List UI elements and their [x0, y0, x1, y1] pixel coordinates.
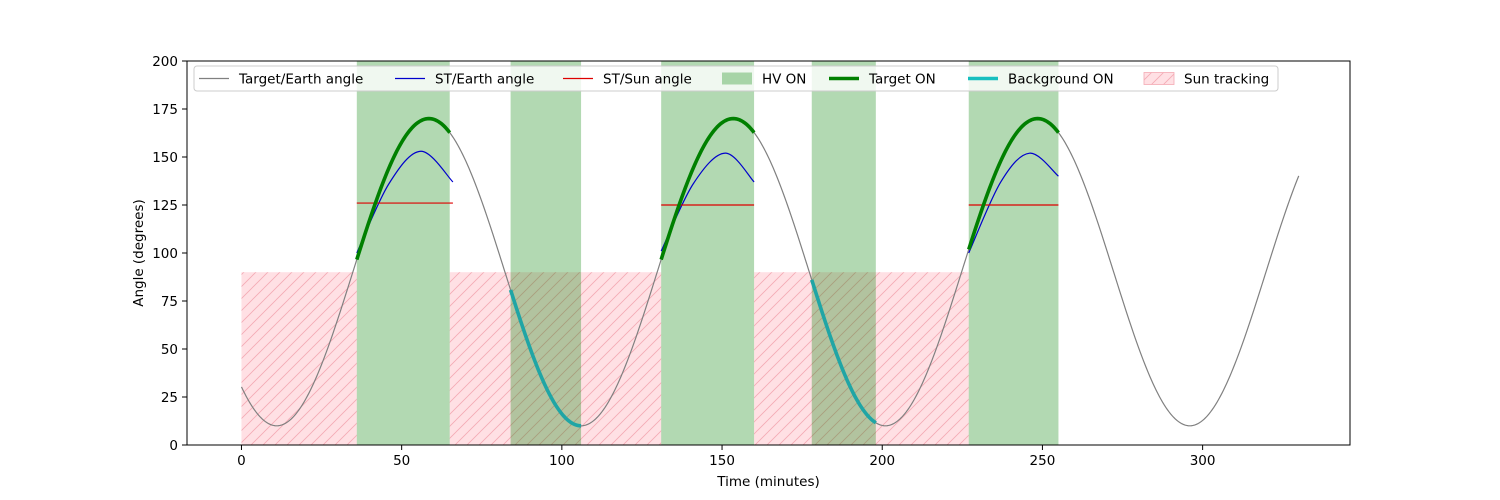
background-on-segment — [810, 279, 877, 425]
y-axis-title: Angle (degrees) — [131, 199, 147, 307]
y-tick-label: 200 — [152, 54, 178, 70]
y-tick-label: 175 — [152, 102, 178, 118]
sun-tracking-region — [449, 272, 662, 445]
x-tick-label: 100 — [549, 453, 575, 469]
sun-tracking-region — [241, 272, 357, 445]
y-tick-label: 125 — [152, 198, 178, 214]
legend-frame — [193, 65, 1279, 92]
series-layer — [240, 116, 1300, 428]
hv-on-span — [661, 61, 755, 445]
x-tick-label: 150 — [709, 453, 735, 469]
st-earth-angle-segment — [968, 152, 1059, 254]
legend-label: HV ON — [762, 72, 806, 88]
legend-item: HV ON — [722, 72, 806, 88]
y-tick-label: 75 — [161, 294, 178, 310]
legend-item: Target ON — [829, 72, 936, 88]
legend-item: Sun tracking — [1143, 72, 1269, 88]
y-tick-label: 150 — [152, 150, 178, 166]
hv-on-span — [510, 61, 582, 445]
hv-on-layer — [356, 61, 1059, 445]
legend-item: Background ON — [968, 72, 1114, 88]
axes-layer: 0 50 100 150 200 250 300 0 25 50 75 100 125 150 175 200… — [131, 54, 1351, 490]
hv-on-span — [811, 61, 876, 445]
legend-label: Target/Earth angle — [238, 72, 363, 88]
legend-swatch-patch — [722, 72, 752, 85]
target-on-segment — [659, 116, 756, 261]
legend-label: ST/Earth angle — [435, 72, 534, 88]
x-tick-label: 0 — [237, 453, 246, 469]
legend-label: Target ON — [868, 72, 936, 88]
x-tick-label: 250 — [1030, 453, 1056, 469]
y-tick-label: 50 — [161, 342, 178, 358]
target-on-segment — [355, 116, 452, 261]
legend-item: ST/Earth angle — [395, 72, 534, 88]
legend-label: Sun tracking — [1184, 72, 1269, 88]
legend-item: Target/Earth angle — [199, 72, 363, 88]
target-on-segment — [967, 116, 1060, 250]
x-tick-label: 50 — [393, 453, 410, 469]
legend: Target/Earth angle ST/Earth angle ST/Sun a… — [193, 65, 1279, 92]
x-tick-label: 200 — [869, 453, 895, 469]
legend-swatch-hatch — [1143, 72, 1175, 85]
y-tick-label: 25 — [161, 390, 178, 406]
legend-label: ST/Sun angle — [603, 72, 692, 88]
y-tick-label: 100 — [152, 246, 178, 262]
x-tick-label: 300 — [1190, 453, 1216, 469]
hv-on-span — [968, 61, 1059, 445]
hv-on-span — [356, 61, 450, 445]
legend-label: Background ON — [1008, 72, 1114, 88]
legend-item: ST/Sun angle — [563, 72, 692, 88]
x-axis-title: Time (minutes) — [716, 474, 820, 490]
y-tick-label: 0 — [169, 438, 178, 454]
background-on-segment — [508, 289, 582, 428]
